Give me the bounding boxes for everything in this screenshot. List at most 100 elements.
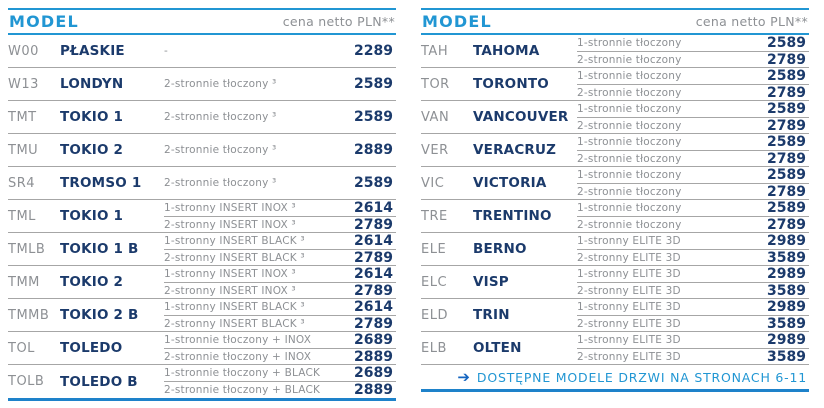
table-row: TMU TOKIO 2 2-stronnie tłoczony ³ 2889 — [8, 134, 396, 167]
model-name: TOKIO 2 B — [60, 307, 139, 323]
variant-description: 2-stronnie tłoczony — [577, 120, 682, 132]
variant-description: 1-stronny INSERT BLACK ³ — [164, 235, 305, 247]
variant-row: 1-stronny ELITE 3D 2989 — [577, 332, 809, 348]
model-name: TRIN — [473, 307, 510, 323]
variant-description: 2-stronny INSERT BLACK ³ — [164, 252, 305, 264]
variant-row: 1-stronnie tłoczony 2589 — [577, 35, 809, 51]
variant-row: - 2289 — [164, 35, 396, 67]
table-row: W13 LONDYN 2-stronnie tłoczony ³ 2589 — [8, 68, 396, 101]
variant-price: 2589 — [354, 175, 393, 191]
variant-description: 1-stronny ELITE 3D — [577, 268, 681, 280]
variant-price: 2289 — [354, 43, 393, 59]
variant-price: 2989 — [767, 233, 806, 249]
variant-list: 1-stronny ELITE 3D 2989 2-stronny ELITE 3D… — [577, 299, 809, 332]
model-code: TAH — [421, 43, 449, 59]
model-name: TAHOMA — [473, 43, 540, 59]
model-code: TOR — [421, 76, 450, 92]
variant-row: 2-stronnie tłoczony + BLACK 2889 — [164, 381, 396, 398]
model-code: ELC — [421, 274, 448, 290]
variant-description: 2-stronny INSERT INOX ³ — [164, 285, 296, 297]
model-name: TOKIO 1 — [60, 208, 124, 224]
variant-description: 2-stronnie tłoczony + INOX — [164, 351, 312, 363]
variant-row: 1-stronnie tłoczony 2589 — [577, 101, 809, 117]
variant-list: 1-stronny ELITE 3D 2989 2-stronny ELITE 3D… — [577, 266, 809, 299]
model-name: TOKIO 1 B — [60, 241, 139, 257]
model-code: VER — [421, 142, 449, 158]
variant-description: 2-stronny ELITE 3D — [577, 252, 681, 264]
variant-price: 2789 — [354, 217, 393, 233]
model-code: TMMB — [8, 307, 50, 323]
model-name: TOLEDO — [60, 340, 123, 356]
variant-description: 1-stronnie tłoczony + INOX — [164, 334, 312, 346]
model-header-label: MODEL — [422, 12, 492, 31]
model-name: TROMSO 1 — [60, 175, 142, 191]
pages-reference-link[interactable]: ➔ DOSTĘPNE MODELE DRZWI NA STRONACH 6-11 — [421, 365, 809, 392]
table-row: TAH TAHOMA 1-stronnie tłoczony 2589 2-stronn… — [421, 35, 809, 68]
variant-price: 2789 — [767, 184, 806, 200]
variant-row: 2-stronny INSERT BLACK ³ 2789 — [164, 249, 396, 266]
model-name: TOKIO 2 — [60, 274, 124, 290]
table-row: TMT TOKIO 1 2-stronnie tłoczony ³ 2589 — [8, 101, 396, 134]
model-code: TMM — [8, 274, 40, 290]
price-header-label: cena netto PLN** — [695, 14, 808, 29]
table-row: SR4 TROMSO 1 2-stronnie tłoczony ³ 2589 — [8, 167, 396, 200]
variant-list: 2-stronnie tłoczony ³ 2589 — [164, 167, 396, 199]
model-code: W00 — [8, 43, 39, 59]
variant-description: 1-stronnie tłoczony — [577, 202, 682, 214]
variant-description: 1-stronny ELITE 3D — [577, 301, 681, 313]
variant-description: 1-stronnie tłoczony — [577, 169, 682, 181]
variant-price: 2589 — [767, 167, 806, 183]
variant-row: 1-stronnie tłoczony + BLACK 2689 — [164, 365, 396, 381]
variant-list: 2-stronnie tłoczony ³ 2889 — [164, 134, 396, 166]
variant-row: 1-stronny ELITE 3D 2989 — [577, 299, 809, 315]
variant-description: 2-stronnie tłoczony — [577, 87, 682, 99]
variant-row: 1-stronnie tłoczony 2589 — [577, 68, 809, 84]
model-code: VIC — [421, 175, 445, 191]
variant-price: 3589 — [767, 316, 806, 332]
variant-price: 2789 — [354, 316, 393, 332]
variant-row: 2-stronnie tłoczony ³ 2589 — [164, 101, 396, 133]
model-code: ELE — [421, 241, 447, 257]
variant-row: 2-stronnie tłoczony ³ 2589 — [164, 68, 396, 100]
table-row: VER VERACRUZ 1-stronnie tłoczony 2589 2-stro… — [421, 134, 809, 167]
arrow-right-icon: ➔ — [457, 367, 470, 386]
variant-list: 1-stronny INSERT BLACK ³ 2614 2-stronny IN… — [164, 299, 396, 332]
variant-description: 2-stronnie tłoczony ³ — [164, 78, 277, 90]
table-row: TMMB TOKIO 2 B 1-stronny INSERT BLACK ³ 261… — [8, 299, 396, 332]
variant-price: 2589 — [354, 76, 393, 92]
variant-list: 1-stronny INSERT INOX ³ 2614 2-stronny INS… — [164, 266, 396, 299]
variant-description: 1-stronny ELITE 3D — [577, 235, 681, 247]
table-row: ELD TRIN 1-stronny ELITE 3D 2989 2-stronny E… — [421, 299, 809, 332]
variant-price: 2614 — [354, 233, 393, 249]
variant-row: 2-stronny INSERT INOX ³ 2789 — [164, 282, 396, 299]
variant-price: 2789 — [354, 283, 393, 299]
table-row: TRE TRENTINO 1-stronnie tłoczony 2589 2-stro… — [421, 200, 809, 233]
variant-row: 2-stronny ELITE 3D 3589 — [577, 249, 809, 266]
variant-row: 2-stronnie tłoczony 2789 — [577, 150, 809, 167]
variant-row: 1-stronnie tłoczony 2589 — [577, 167, 809, 183]
table-row: ELB OLTEN 1-stronny ELITE 3D 2989 2-stronny … — [421, 332, 809, 365]
variant-description: 2-stronny INSERT INOX ³ — [164, 219, 296, 231]
variant-row: 2-stronny ELITE 3D 3589 — [577, 348, 809, 365]
variant-price: 2789 — [767, 151, 806, 167]
variant-list: 2-stronnie tłoczony ³ 2589 — [164, 101, 396, 133]
variant-price: 2589 — [354, 109, 393, 125]
variant-row: 2-stronnie tłoczony + INOX 2889 — [164, 348, 396, 365]
variant-description: 1-stronnie tłoczony — [577, 103, 682, 115]
variant-price: 2789 — [354, 250, 393, 266]
variant-list: 1-stronnie tłoczony 2589 2-stronnie tłoczo… — [577, 134, 809, 167]
model-code: TMU — [8, 142, 39, 158]
model-name: OLTEN — [473, 340, 522, 356]
variant-description: 2-stronnie tłoczony — [577, 186, 682, 198]
pages-reference-text: DOSTĘPNE MODELE DRZWI NA STRONACH 6-11 — [476, 369, 807, 385]
variant-description: 1-stronny INSERT INOX ³ — [164, 202, 296, 214]
table-row: TMLB TOKIO 1 B 1-stronny INSERT BLACK ³ 261… — [8, 233, 396, 266]
variant-price: 2589 — [767, 200, 806, 216]
variant-row: 2-stronnie tłoczony ³ 2889 — [164, 134, 396, 166]
model-name: VANCOUVER — [473, 109, 569, 125]
variant-price: 2614 — [354, 200, 393, 216]
model-name: PŁASKIE — [60, 43, 125, 59]
variant-description: 1-stronnie tłoczony — [577, 37, 682, 49]
variant-description: 2-stronny ELITE 3D — [577, 318, 681, 330]
